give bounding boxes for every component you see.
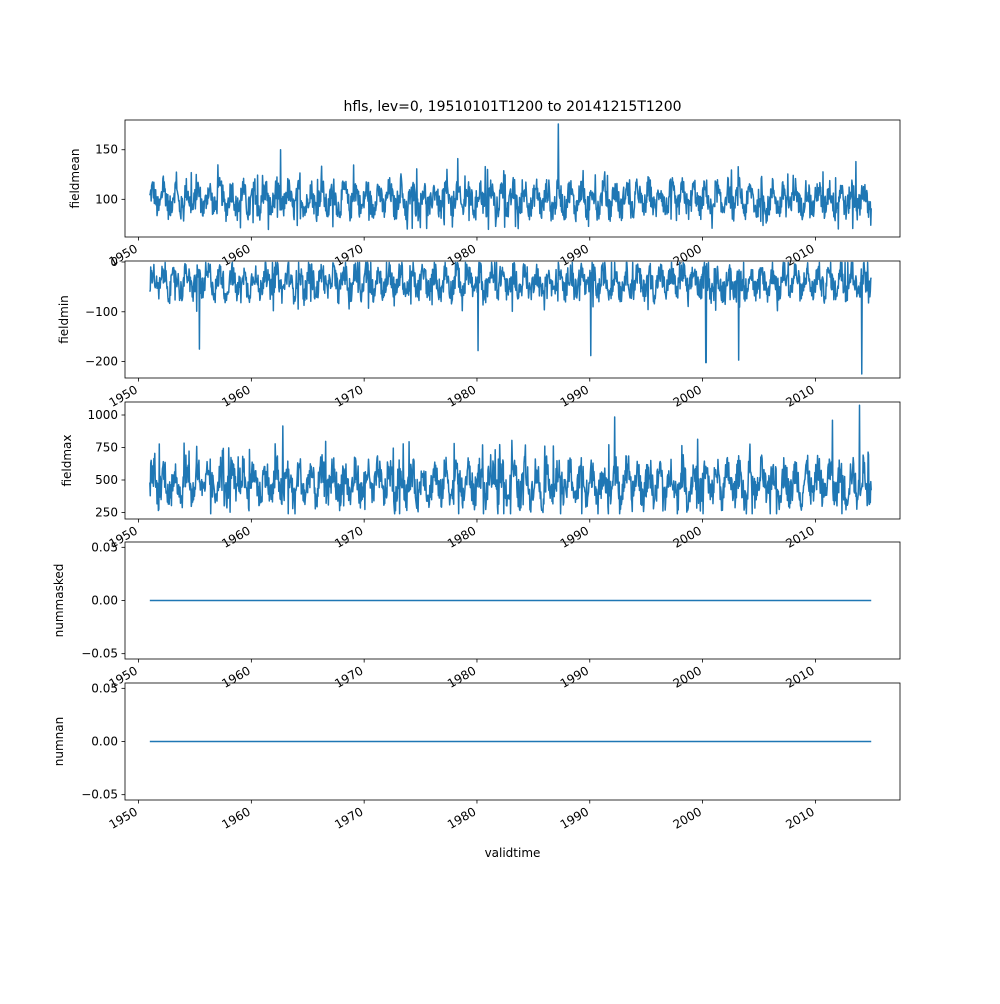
y-tick-label: 100 bbox=[95, 192, 118, 206]
y-tick-label: −200 bbox=[85, 355, 118, 369]
series-line-fieldmax bbox=[149, 404, 872, 515]
y-tick-label: 500 bbox=[95, 473, 118, 487]
y-axis-label-fieldmin: fieldmin bbox=[57, 295, 71, 344]
x-axis-label: validtime bbox=[485, 846, 541, 860]
y-tick-label: −100 bbox=[85, 305, 118, 319]
y-tick-label: 0.00 bbox=[91, 735, 118, 749]
y-tick-label: −0.05 bbox=[81, 647, 118, 661]
y-axis-label-fieldmean: fieldmean bbox=[68, 149, 82, 209]
y-tick-label: 0.05 bbox=[91, 681, 118, 695]
y-tick-label: 0.05 bbox=[91, 540, 118, 554]
axes-frame bbox=[124, 401, 901, 520]
y-tick-label: 150 bbox=[95, 143, 118, 157]
y-tick-label: 750 bbox=[95, 441, 118, 455]
axes-frame bbox=[124, 119, 901, 238]
y-axis-label-numnan: numnan bbox=[52, 717, 66, 766]
y-axis-label-fieldmax: fieldmax bbox=[60, 434, 74, 486]
y-tick-label: −0.05 bbox=[81, 788, 118, 802]
y-tick-label: 1000 bbox=[87, 408, 118, 422]
series-line-fieldmean bbox=[149, 123, 872, 231]
axes-frame bbox=[124, 260, 901, 379]
y-tick-label: 0 bbox=[110, 255, 118, 269]
y-axis-label-nummasked: nummasked bbox=[52, 564, 66, 638]
figure-title: hfls, lev=0, 19510101T1200 to 20141215T1… bbox=[343, 99, 681, 115]
y-tick-label: 250 bbox=[95, 506, 118, 520]
y-tick-label: 0.00 bbox=[91, 594, 118, 608]
series-line-fieldmin bbox=[149, 261, 872, 375]
